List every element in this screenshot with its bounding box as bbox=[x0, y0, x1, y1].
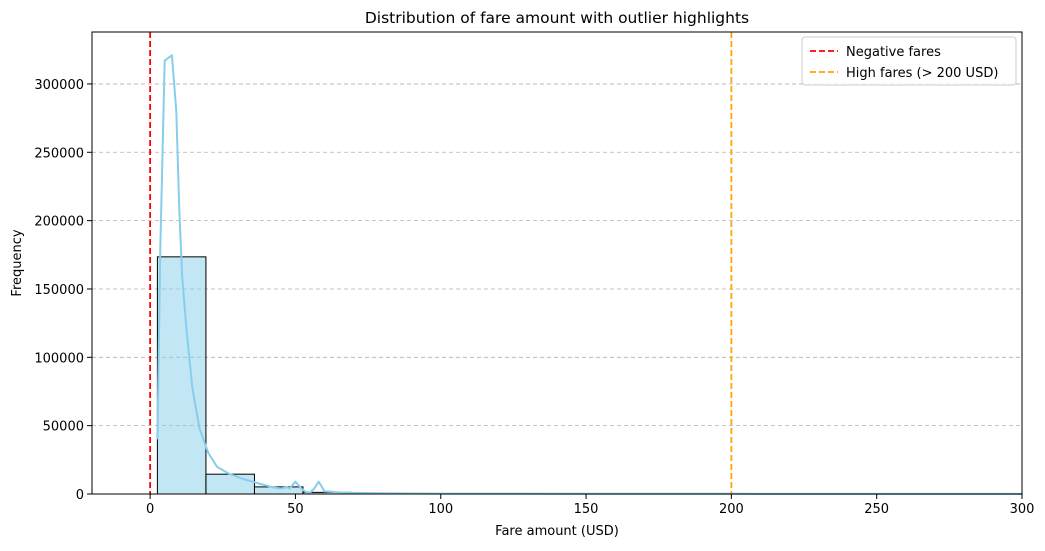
chart-title: Distribution of fare amount with outlier… bbox=[365, 9, 749, 27]
kde-curve bbox=[157, 55, 1022, 494]
legend-label-negative-fares: Negative fares bbox=[846, 45, 941, 60]
x-tick-label: 200 bbox=[719, 502, 744, 517]
histogram-bar bbox=[206, 474, 255, 494]
y-axis-label: Frequency bbox=[10, 229, 25, 296]
y-tick-label: 0 bbox=[76, 488, 84, 503]
y-tick-label: 200000 bbox=[34, 215, 84, 230]
x-axis: 0 50 100 150 200 250 300 bbox=[146, 494, 1034, 517]
legend-label-high-fares: High fares (> 200 USD) bbox=[846, 66, 998, 81]
y-tick-label: 100000 bbox=[34, 351, 84, 366]
x-tick-label: 250 bbox=[864, 502, 889, 517]
y-tick-label: 50000 bbox=[43, 420, 84, 435]
x-tick-label: 300 bbox=[1010, 502, 1035, 517]
x-tick-label: 100 bbox=[428, 502, 453, 517]
y-tick-label: 250000 bbox=[34, 146, 84, 161]
y-tick-label: 150000 bbox=[34, 283, 84, 298]
histogram-bar bbox=[157, 257, 206, 494]
x-tick-label: 0 bbox=[146, 502, 154, 517]
y-tick-label: 300000 bbox=[34, 78, 84, 93]
kde-layer bbox=[157, 55, 1022, 494]
x-axis-label: Fare amount (USD) bbox=[495, 524, 619, 539]
reference-lines bbox=[150, 32, 731, 494]
x-tick-label: 50 bbox=[287, 502, 304, 517]
legend: Negative fares High fares (> 200 USD) bbox=[802, 37, 1016, 85]
y-axis: 0 50000 100000 150000 200000 250000 300000 bbox=[34, 78, 92, 503]
histogram-bars bbox=[157, 257, 497, 494]
grid-layer bbox=[92, 84, 1022, 426]
plot-frame bbox=[92, 32, 1022, 494]
x-tick-label: 150 bbox=[574, 502, 599, 517]
